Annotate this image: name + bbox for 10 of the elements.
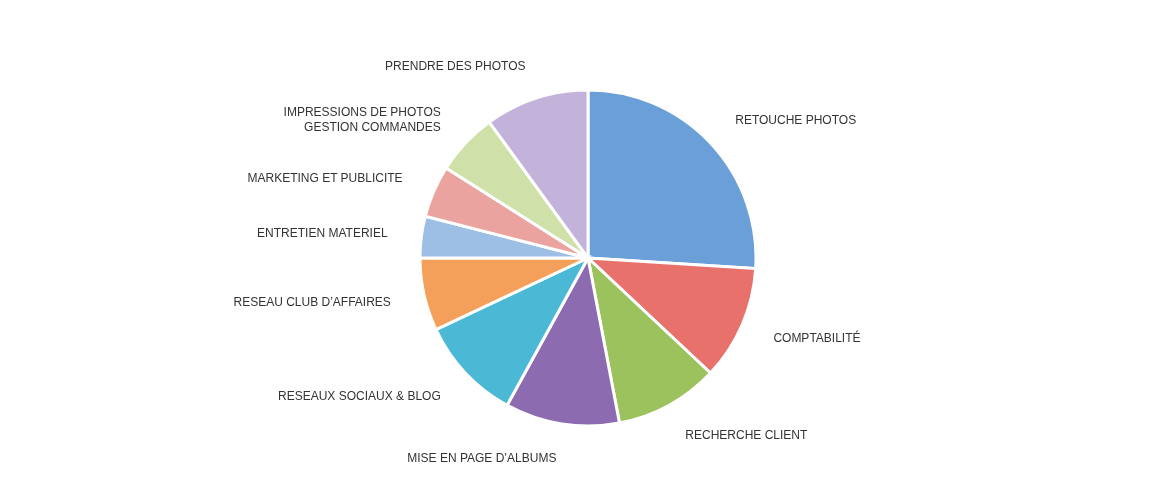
slice-label: MARKETING ET PUBLICITE bbox=[247, 170, 403, 185]
slice-label: MISE EN PAGE D’ALBUMS bbox=[407, 450, 557, 465]
slice-label: RESEAU CLUB D’AFFAIRES bbox=[233, 295, 391, 310]
slice-label: ENTRETIEN MATERIEL bbox=[257, 225, 388, 240]
slice-label: PRENDRE DES PHOTOS bbox=[385, 58, 526, 73]
slice-label: RESEAUX SOCIAUX & BLOG bbox=[278, 389, 441, 404]
slice-label: IMPRESSIONS DE PHOTOS GESTION COMMANDES bbox=[283, 105, 441, 135]
slice-label: RECHERCHE CLIENT bbox=[685, 428, 808, 443]
slice-label: RETOUCHE PHOTOS bbox=[735, 112, 857, 127]
slice-label: COMPTABILITÉ bbox=[773, 330, 861, 346]
